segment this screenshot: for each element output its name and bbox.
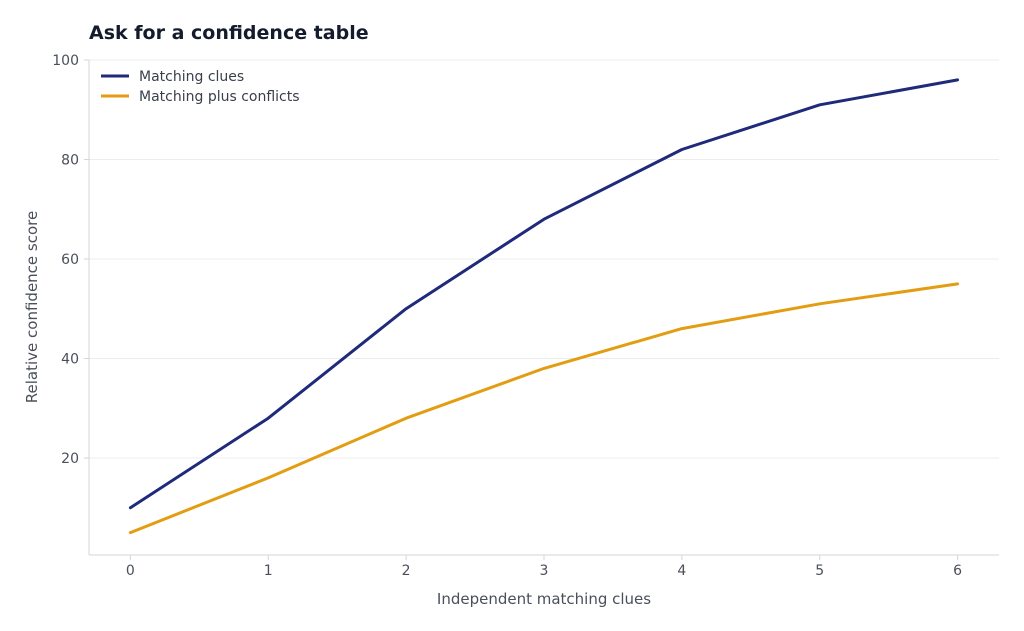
y-axis-ticks: 20 40 60 80 100	[52, 53, 89, 467]
y-tick-label: 80	[61, 152, 79, 168]
legend-label-2: Matching plus conflicts	[139, 89, 300, 105]
x-tick-label: 5	[815, 563, 824, 579]
legend-label-1: Matching clues	[139, 69, 244, 85]
x-tick-label: 6	[953, 563, 962, 579]
y-axis-label: Relative confidence score	[23, 211, 41, 403]
x-tick-label: 2	[402, 563, 411, 579]
gridlines	[89, 59, 999, 459]
x-axis-ticks: 0 1 2 3 4 5 6	[126, 555, 962, 579]
y-tick-label: 40	[61, 351, 79, 367]
x-tick-label: 0	[126, 563, 135, 579]
y-tick-label: 60	[61, 252, 79, 268]
x-tick-label: 1	[264, 563, 273, 579]
y-tick-label: 20	[61, 451, 79, 467]
x-axis-label: Independent matching clues	[437, 590, 651, 608]
series-line-1	[128, 78, 960, 510]
chart-title: Ask for a confidence table	[89, 22, 369, 44]
legend: Matching clues Matching plus conflicts	[101, 69, 300, 105]
x-tick-label: 3	[540, 563, 549, 579]
series-line-2	[128, 282, 960, 535]
x-tick-label: 4	[677, 563, 686, 579]
y-tick-label: 100	[52, 53, 79, 69]
axes	[88, 60, 999, 556]
series-lines	[128, 78, 960, 535]
